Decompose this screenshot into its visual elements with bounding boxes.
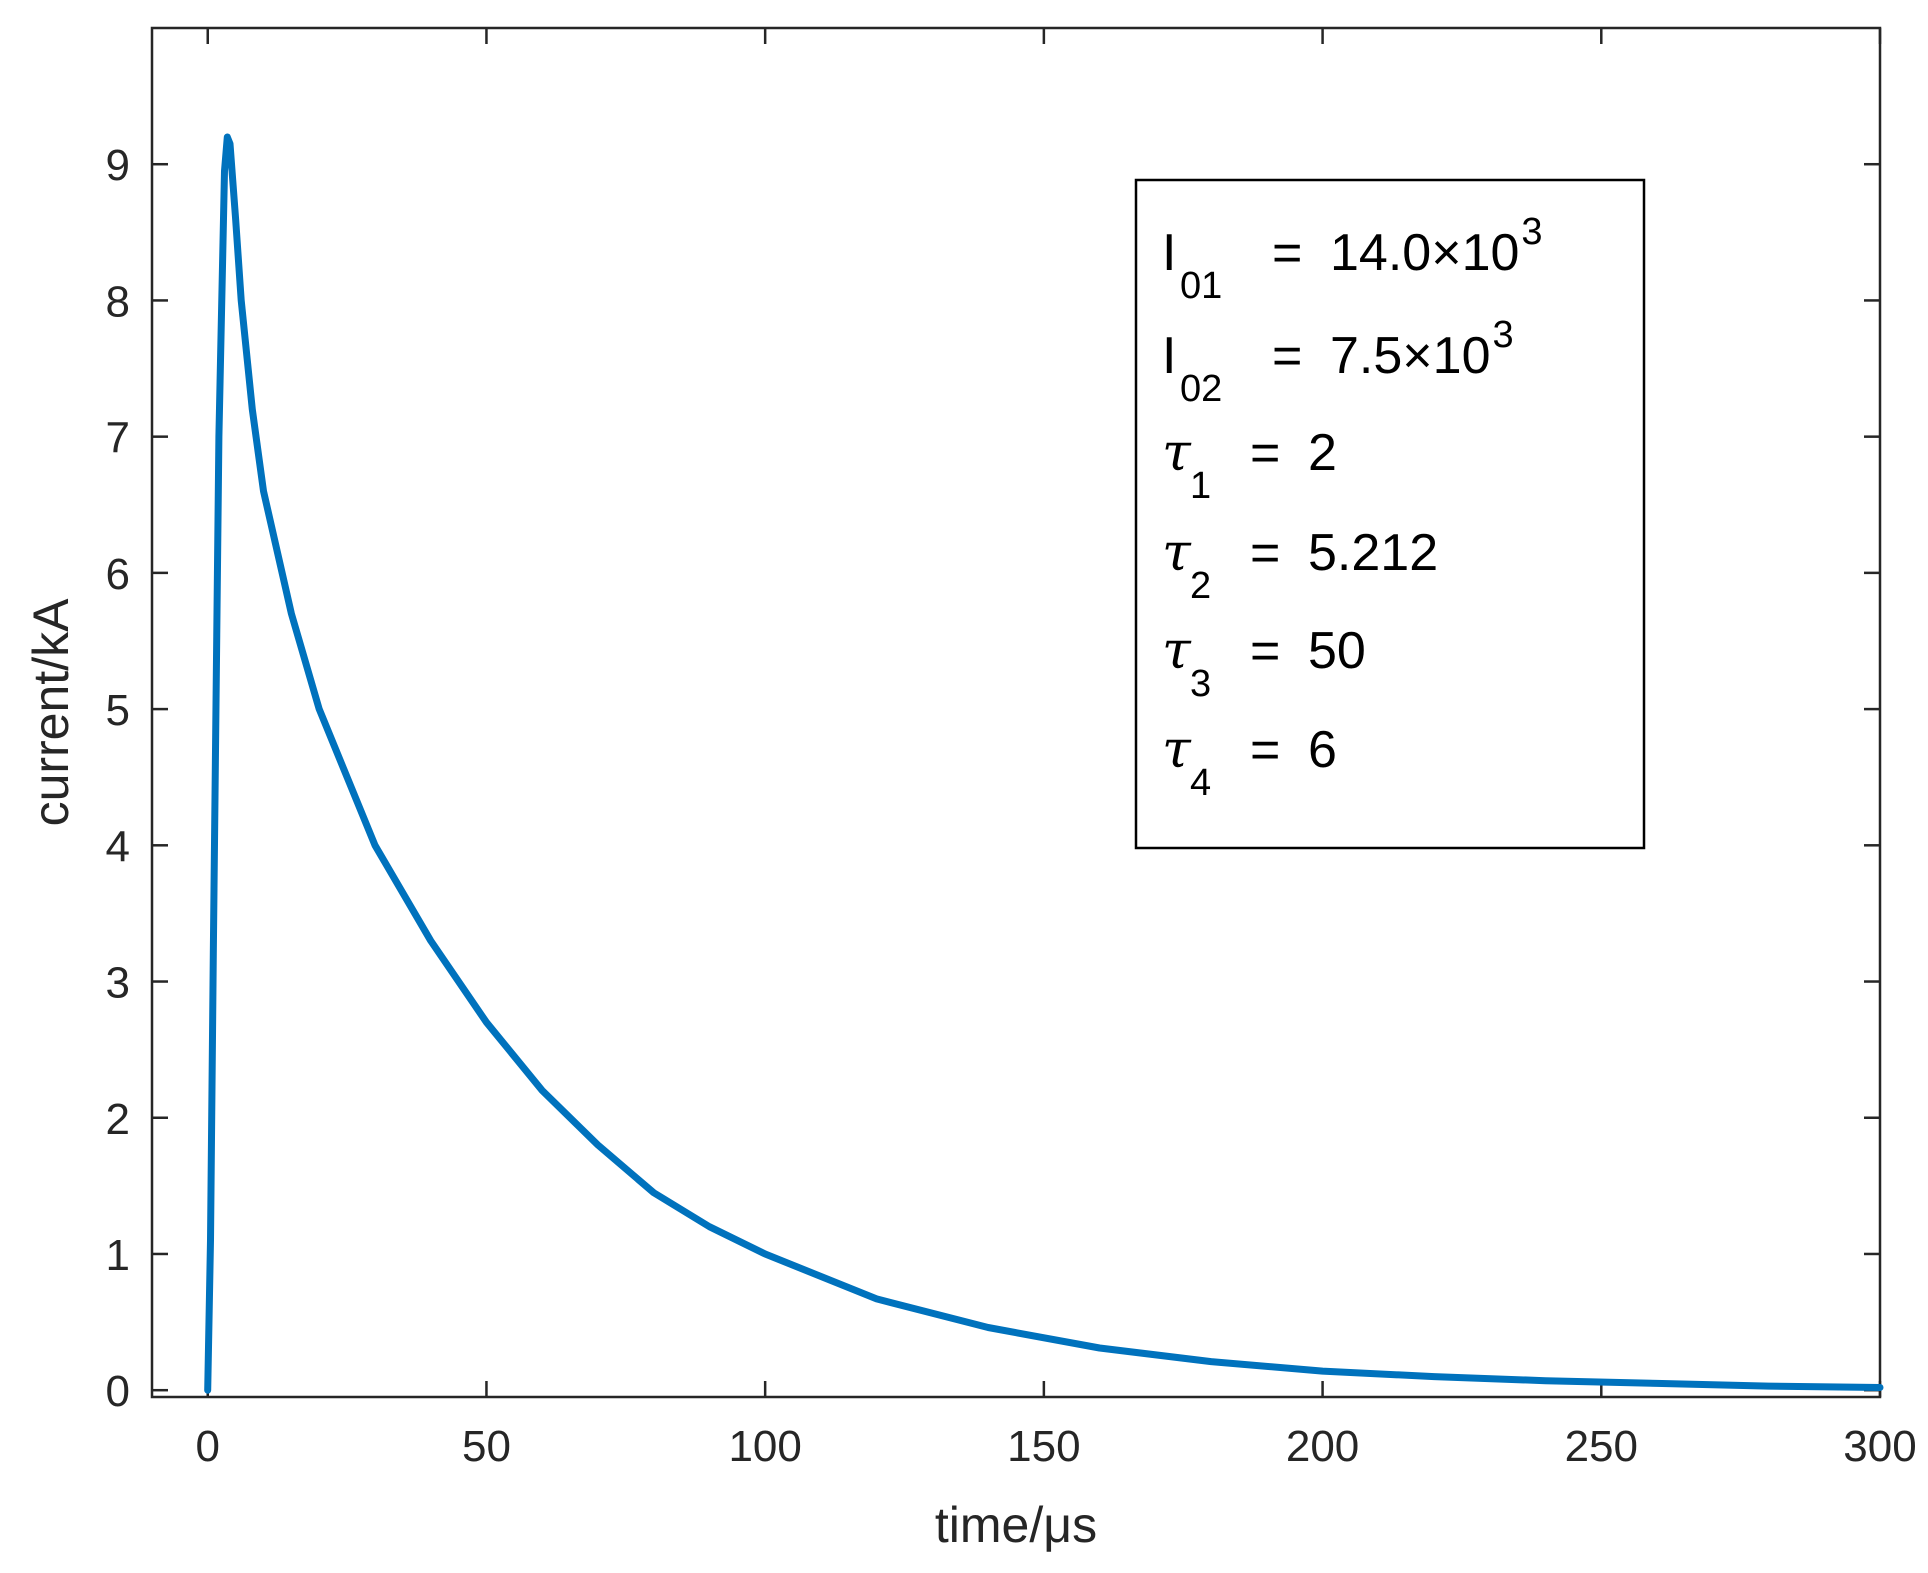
x-tick-label: 0 — [195, 1422, 219, 1471]
y-tick-label: 6 — [106, 550, 130, 599]
legend-equals: = — [1272, 224, 1302, 282]
legend-value: 14.0×10 — [1330, 224, 1519, 282]
legend-subscript: 3 — [1190, 663, 1211, 705]
y-tick-label: 3 — [106, 959, 130, 1008]
plot-area — [150, 26, 1882, 1399]
x-tick-label: 150 — [1007, 1422, 1080, 1471]
legend-equals: = — [1250, 524, 1280, 582]
x-tick-label: 200 — [1286, 1422, 1359, 1471]
legend-symbol: I — [1162, 327, 1176, 385]
legend-entry: τ1 = 2 — [1162, 423, 1337, 507]
x-tick-label: 250 — [1565, 1422, 1638, 1471]
legend-equals: = — [1250, 622, 1280, 680]
legend-value: 7.5×10 — [1330, 327, 1491, 385]
series-layer — [204, 133, 1884, 1394]
legend-superscript: 3 — [1521, 211, 1542, 253]
legend-superscript: 3 — [1493, 314, 1514, 356]
y-tick-label: 5 — [106, 686, 130, 735]
y-tick-label: 7 — [106, 414, 130, 463]
legend-value: 50 — [1308, 622, 1366, 680]
x-axis-label: time/μs — [935, 1497, 1097, 1553]
y-tick-label: 4 — [106, 822, 130, 871]
legend-entry: I02 = 7.5×10 3 — [1162, 314, 1514, 410]
legend-symbol: τ — [1162, 720, 1192, 780]
y-tick-label: 8 — [106, 277, 130, 326]
x-tick-label: 100 — [728, 1422, 801, 1471]
y-tick-label: 9 — [106, 141, 130, 190]
y-tick-label: 0 — [106, 1367, 130, 1416]
x-tick-label: 300 — [1843, 1422, 1916, 1471]
y-tick-label: 2 — [106, 1095, 130, 1144]
legend-subscript: 4 — [1190, 762, 1211, 804]
x-tick-label: 50 — [462, 1422, 511, 1471]
legend-equals: = — [1272, 327, 1302, 385]
y-axis-label: current/kA — [23, 598, 79, 827]
legend-box — [1134, 178, 1646, 850]
axes-box — [150, 26, 1882, 1399]
legend-value: 2 — [1308, 424, 1337, 482]
legend-entry: τ4 = 6 — [1162, 720, 1337, 804]
legend-subscript: 02 — [1180, 368, 1222, 410]
legend-equals: = — [1250, 424, 1280, 482]
y-tick-label: 1 — [106, 1231, 130, 1280]
legend-symbol: τ — [1162, 423, 1192, 483]
legend-subscript: 01 — [1180, 265, 1222, 307]
legend-entry: I01 = 14.0×10 3 — [1162, 211, 1543, 307]
legend-symbol: I — [1162, 224, 1176, 282]
legend-equals: = — [1250, 721, 1280, 779]
legend-symbol: τ — [1162, 523, 1192, 583]
series-line-0 — [204, 133, 1884, 1394]
legend-entry: τ2 = 5.212 — [1162, 523, 1438, 607]
legend-value: 6 — [1308, 721, 1337, 779]
legend-subscript: 2 — [1190, 565, 1211, 607]
legend-subscript: 1 — [1190, 465, 1211, 507]
legend-value: 5.212 — [1308, 524, 1438, 582]
legend-symbol: τ — [1162, 621, 1192, 681]
legend-entry: τ3 = 50 — [1162, 621, 1366, 705]
